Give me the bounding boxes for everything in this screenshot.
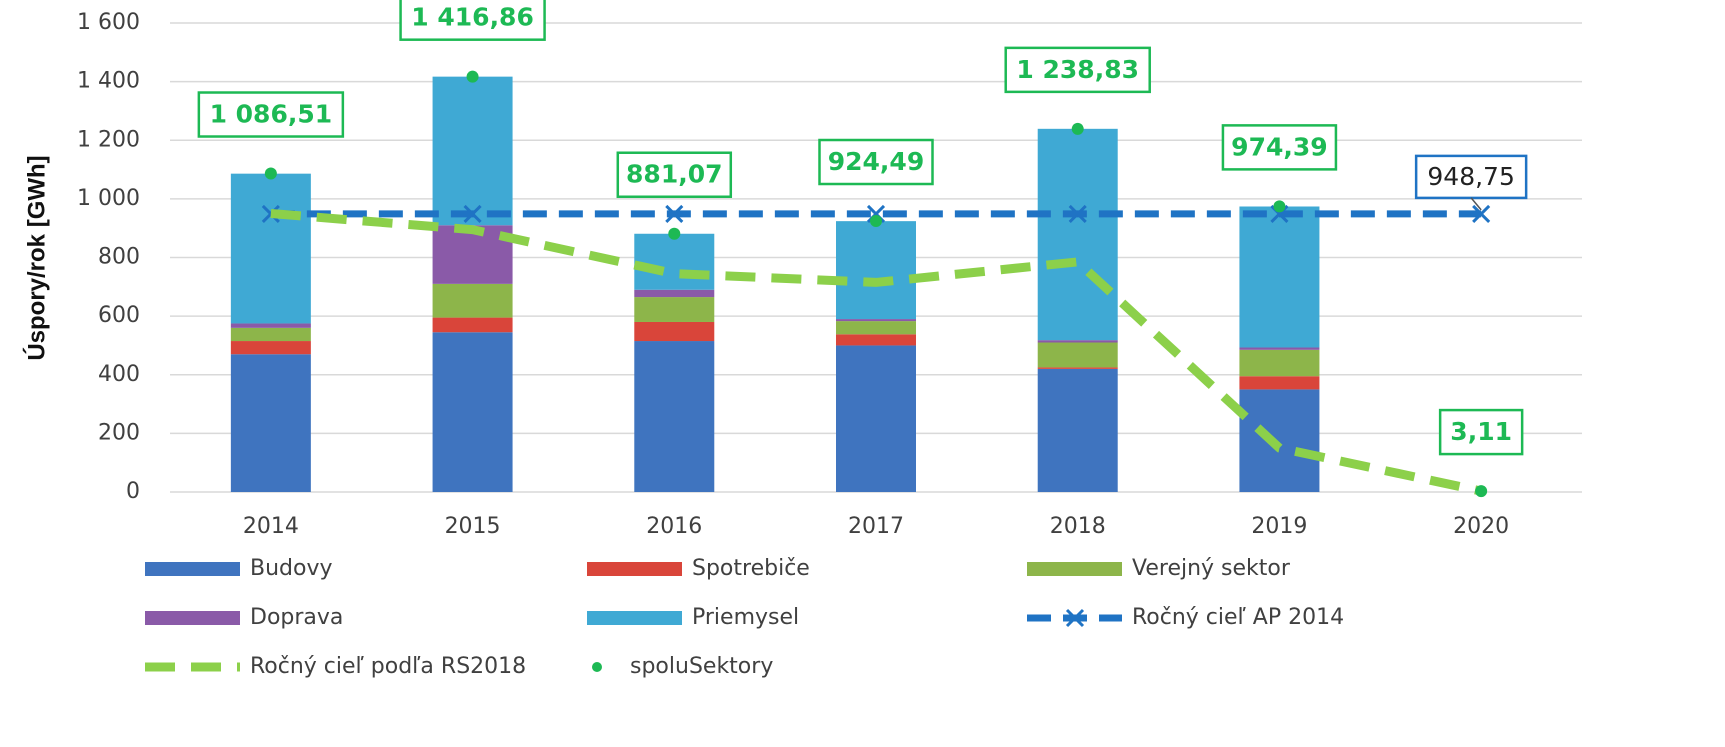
legend-swatch [1027, 562, 1122, 576]
y-tick-label: 1 200 [77, 127, 140, 152]
legend-label: Ročný cieľ podľa RS2018 [250, 654, 526, 679]
value-label: 1 416,86 [411, 3, 534, 32]
legend-label: spoluSektory [630, 654, 773, 679]
bar-segment [1239, 389, 1320, 492]
legend-label: Doprava [250, 605, 343, 630]
value-label: 1 086,51 [210, 100, 333, 129]
bar-segment [432, 225, 513, 284]
y-tick-label: 1 000 [77, 186, 140, 211]
bar-segment [836, 221, 916, 320]
x-tick-label: 2019 [1251, 514, 1307, 539]
point [1071, 122, 1084, 135]
x-tick-label: 2017 [848, 514, 904, 539]
y-tick-label: 400 [98, 362, 140, 387]
line-series [270, 209, 1483, 496]
legend-swatch [587, 562, 682, 576]
bar-segment [634, 289, 715, 298]
point [466, 70, 479, 83]
x-marker [463, 204, 482, 223]
bar-segment [230, 173, 311, 324]
bar-segment [230, 323, 311, 328]
y-axis-title: Úspory/rok [GWh] [22, 155, 50, 360]
value-label: 924,49 [828, 147, 924, 176]
bar-segment [1037, 128, 1118, 341]
legend-swatch [145, 611, 240, 625]
y-tick-label: 1 400 [77, 69, 140, 94]
x-tick-label: 2015 [445, 514, 501, 539]
legend-swatch [145, 562, 240, 576]
bar-segment [432, 332, 513, 492]
point [264, 167, 277, 180]
bar-segment [230, 354, 311, 492]
legend-marker [1065, 608, 1085, 628]
bar-segment [432, 283, 513, 318]
label-leader [1470, 197, 1482, 211]
value-label-box [1438, 408, 1524, 456]
y-tick-label: 800 [98, 245, 140, 270]
bar-segment [1037, 342, 1118, 368]
point [870, 215, 882, 228]
x-tick-label: 2018 [1050, 514, 1106, 539]
bar-segment [1239, 376, 1320, 390]
bar-segment [634, 321, 715, 342]
x-tick-label: 2014 [243, 514, 299, 539]
bar-segment [432, 76, 513, 226]
legend-label: Ročný cieľ AP 2014 [1132, 605, 1344, 630]
y-tick-label: 1 600 [77, 10, 140, 35]
y-tick-label: 200 [98, 420, 140, 445]
bar-segment [1239, 349, 1320, 377]
x-tick-label: 2016 [646, 514, 702, 539]
bar-segment [1239, 206, 1320, 348]
value-label-box [616, 151, 733, 198]
bar-segment [1037, 367, 1118, 369]
y-tick-label: 0 [126, 479, 140, 504]
bar-segment [1037, 340, 1118, 343]
x-tick-label: 2020 [1453, 514, 1509, 539]
value-label-box [197, 91, 345, 138]
bar-segment [230, 327, 311, 342]
value-label-box [818, 138, 934, 186]
value-label: 1 238,83 [1016, 55, 1139, 84]
bar-segment [836, 321, 916, 335]
point [668, 227, 681, 240]
bar-segment [230, 341, 311, 355]
value-label: 948,75 [1427, 162, 1514, 191]
bar-segment [634, 233, 715, 290]
legend-label: Priemysel [692, 605, 799, 630]
value-label-box [1004, 46, 1151, 94]
value-label-box [1414, 154, 1528, 200]
bar-segment [432, 317, 513, 333]
legend-label: Budovy [250, 556, 333, 581]
point [1273, 200, 1286, 213]
value-label: 3,11 [1450, 417, 1512, 446]
legend-swatch [592, 662, 602, 672]
legend-label: Verejný sektor [1132, 556, 1291, 581]
x-marker [1472, 204, 1491, 223]
value-label: 881,07 [626, 160, 722, 189]
bar-segment [1037, 368, 1118, 492]
value-label-box [1221, 124, 1338, 171]
legend-swatch [587, 611, 682, 625]
y-tick-label: 600 [98, 303, 140, 328]
bar-segment [1239, 347, 1320, 350]
point [1475, 485, 1488, 498]
bar-segment [634, 297, 715, 322]
legend-label: Spotrebiče [692, 556, 810, 581]
x-marker [1068, 204, 1087, 223]
bar-segment [634, 341, 715, 492]
x-marker [665, 204, 684, 223]
value-label: 974,39 [1231, 132, 1327, 161]
value-label-box [399, 0, 546, 41]
bar-segment [836, 319, 916, 322]
bar-segment [836, 345, 916, 492]
bar-segment [836, 334, 916, 346]
